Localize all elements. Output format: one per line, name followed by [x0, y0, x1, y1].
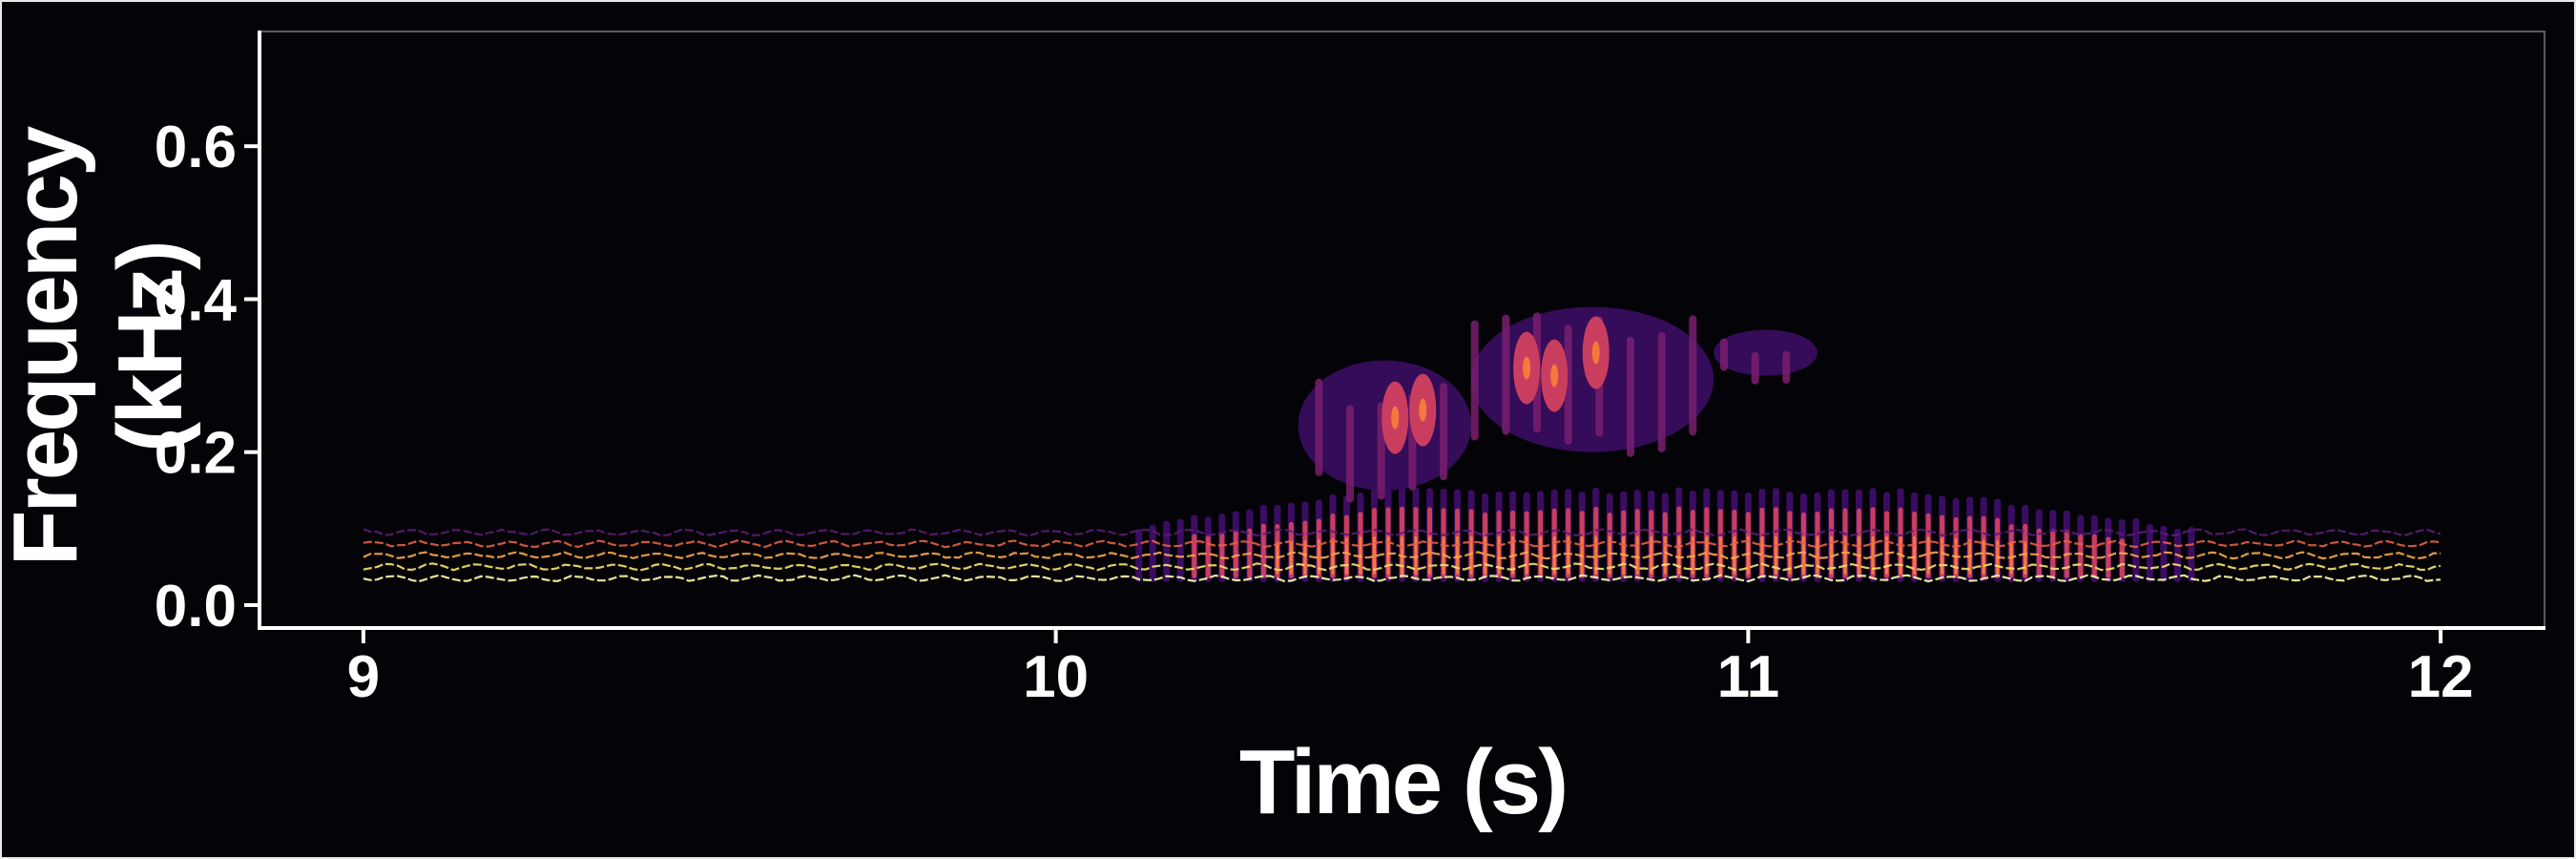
harmonic-band	[363, 539, 2441, 549]
x-tick-label: 12	[2408, 644, 2474, 710]
energy-streak	[1657, 331, 1666, 452]
harmonic-band	[363, 574, 2441, 583]
spectrogram-stripe-core	[1594, 535, 1598, 575]
energy-streak	[1470, 320, 1479, 441]
hot-spot-core	[1550, 364, 1559, 388]
spectrogram-stripe	[1163, 520, 1171, 582]
y-tick-label: 0.2	[155, 421, 237, 487]
spectrogram-stripe-core	[1303, 539, 1307, 575]
hot-spot-core	[1523, 356, 1531, 380]
spectrogram-stripe-core	[1746, 535, 1750, 575]
spectrogram-stripe	[1176, 518, 1184, 582]
spectrogram-stripe-core	[1926, 536, 1930, 575]
spectrogram-stripe-core	[1733, 535, 1736, 575]
energy-streak	[1627, 336, 1634, 457]
y-tick-label: 0.6	[155, 115, 237, 180]
harmonic-band	[363, 528, 2441, 537]
spectrogram-stripe-hot	[1260, 523, 1266, 578]
spectrogram-stripe-core	[1635, 535, 1639, 575]
spectrogram-stripe-core	[1677, 535, 1681, 575]
energy-streak	[1719, 338, 1728, 371]
energy-streak	[1564, 325, 1572, 446]
spectrogram-marks	[363, 306, 2441, 583]
spectrogram-stripe-core	[1650, 535, 1653, 575]
spectrogram-stripe-core	[1801, 535, 1805, 575]
spectrogram-stripe	[1149, 524, 1156, 582]
y-axis-ticks: 0.0 0.2 0.4 0.6	[155, 115, 260, 639]
energy-streak	[1751, 351, 1759, 385]
spectrogram-stripe-core	[1843, 535, 1847, 575]
spectrogram-stripe-core	[1705, 535, 1709, 575]
spectrogram-stripe	[2132, 517, 2140, 582]
harmonic-band	[363, 551, 2441, 560]
spectrogram-stripe-core	[1816, 535, 1819, 575]
hot-spot-core	[1591, 341, 1600, 365]
spectrogram-stripe-core	[1414, 535, 1418, 575]
spectrogram-stripe-core	[1372, 535, 1376, 575]
spectrogram-stripe-core	[1469, 535, 1473, 575]
spectrogram-stripe-hot	[1233, 530, 1238, 578]
spectrogram-stripe-core	[1608, 535, 1611, 575]
spectrogram-stripe-core	[1567, 535, 1570, 575]
energy-streak	[1346, 405, 1355, 503]
y-tick-label: 0.0	[155, 574, 237, 639]
y-axis-title: Frequency (kHz)	[0, 128, 201, 567]
spectrogram-stripe-core	[1829, 535, 1833, 575]
x-axis-title: Time (s)	[1238, 731, 1568, 833]
x-tick-label: 9	[347, 644, 380, 710]
energy-streak	[1502, 314, 1510, 435]
spectrogram-stripe-core	[1871, 535, 1875, 575]
spectrogram-stripe-core	[1552, 535, 1556, 575]
spectrogram-stripe-core	[1317, 539, 1320, 575]
spectrogram-stripe-hot	[2091, 534, 2097, 578]
spectrogram-stripe-hot	[2119, 538, 2125, 578]
energy-streak	[1440, 383, 1448, 481]
spectrogram-stripe-core	[2024, 541, 2027, 575]
y-tick-label: 0.4	[155, 267, 238, 333]
spectrogram-stripe-core	[1982, 539, 1985, 575]
energy-streak	[1782, 350, 1791, 385]
x-tick-label: 11	[1717, 644, 1780, 710]
spectrogram-stripe-core	[1941, 537, 1944, 575]
spectrogram-stripe-hot	[1219, 533, 1225, 578]
hot-spot-core	[1391, 406, 1400, 430]
spectrogram-stripe-core	[1663, 535, 1667, 575]
energy-streak	[1689, 315, 1697, 436]
spectrogram-stripe	[2188, 527, 2195, 582]
spectrogram-stripe	[2160, 525, 2168, 582]
spectrogram-stripe-hot	[2050, 529, 2056, 578]
spectrogram-stripe-core	[1539, 535, 1543, 575]
spectrogram-stripe-hot	[2078, 534, 2084, 578]
spectrogram-stripe-core	[1484, 535, 1487, 575]
spectrogram-stripe-core	[1289, 540, 1293, 575]
x-axis-ticks: 9 10 11 12	[347, 628, 2474, 710]
spectrogram-stripe-hot	[1205, 535, 1211, 578]
spectrogram-stripe-core	[1331, 538, 1335, 575]
harmonic-band	[363, 562, 2441, 572]
spectrogram-stripe-core	[1497, 535, 1501, 575]
spectrogram-stripe-hot	[2106, 536, 2111, 578]
chart-axes: 9 10 11 12 0.0 0.2 0.4 0.6	[155, 31, 2545, 710]
spectrogram-stripe-hot	[2036, 528, 2042, 578]
spectrogram-stripe	[2146, 524, 2153, 582]
energy-region	[1714, 329, 1818, 376]
hot-spot-core	[1419, 398, 1427, 422]
x-tick-label: 10	[1023, 644, 1089, 710]
energy-streak	[1315, 378, 1323, 476]
